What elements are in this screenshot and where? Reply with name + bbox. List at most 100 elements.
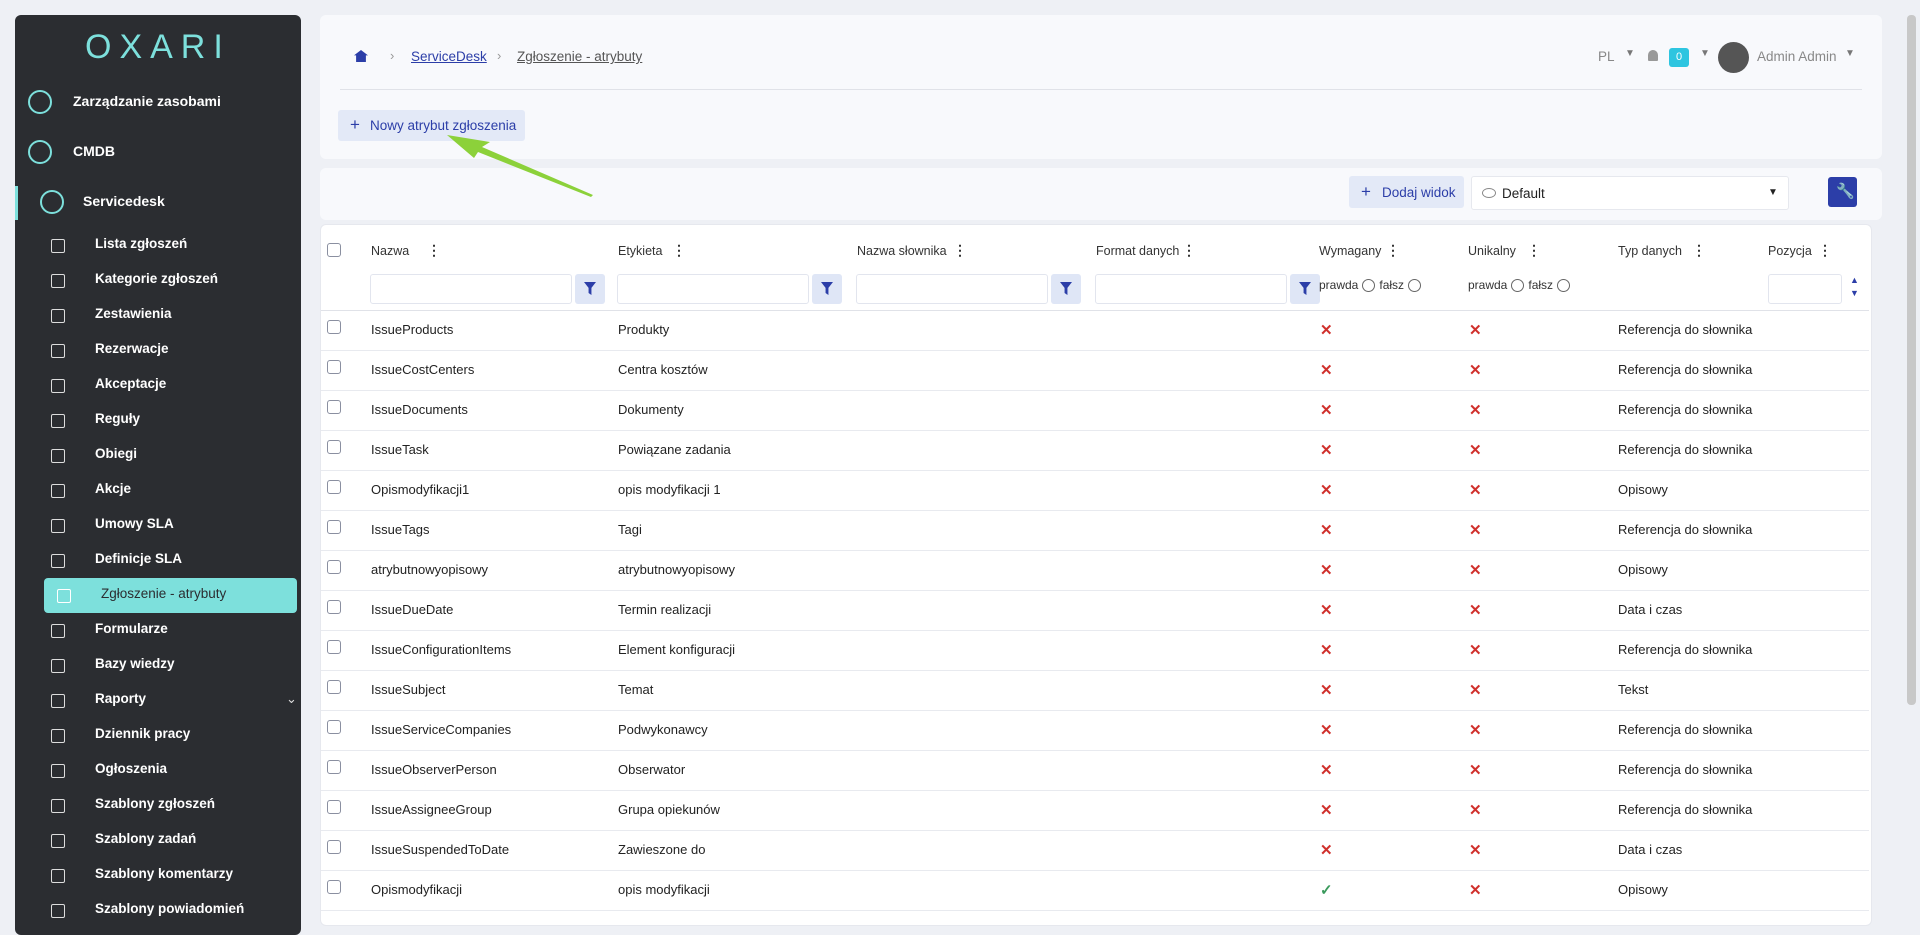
- menu-item[interactable]: Umowy SLA: [95, 516, 174, 531]
- menu-item[interactable]: Szablony zgłoszeń: [95, 796, 216, 811]
- bool-icon: ✕: [1320, 842, 1333, 859]
- menu-item[interactable]: Szablony komentarzy: [95, 866, 234, 881]
- row-checkbox[interactable]: [327, 360, 341, 374]
- menu-item[interactable]: Dziennik pracy: [95, 726, 191, 741]
- cell-type: Referencja do słownika: [1618, 402, 1753, 417]
- section-link[interactable]: Zarządzanie zasobami: [73, 93, 221, 109]
- column-menu[interactable]: ⋮: [427, 242, 441, 258]
- menu-item[interactable]: Obiegi: [95, 446, 138, 461]
- column-menu[interactable]: ⋮: [672, 242, 686, 258]
- menu-item[interactable]: Szablony zadań: [95, 831, 197, 846]
- add-view-button[interactable]: + Dodaj widok: [1349, 176, 1464, 208]
- bool-icon: ✕: [1320, 762, 1333, 779]
- column-menu[interactable]: ⋮: [1182, 242, 1196, 258]
- menu-item[interactable]: Raporty: [95, 691, 147, 706]
- radio[interactable]: [1511, 279, 1525, 293]
- cell-label: Obserwator: [618, 762, 686, 777]
- spinner[interactable]: ▲ ▼: [1850, 275, 1859, 298]
- menu-item[interactable]: Kategorie zgłoszeń: [95, 271, 219, 286]
- menu-item[interactable]: Akcje: [95, 481, 132, 496]
- menu-item[interactable]: Lista zgłoszeń: [95, 236, 188, 251]
- menu-item[interactable]: Rezerwacje: [95, 341, 169, 356]
- filter-button[interactable]: [1290, 274, 1320, 304]
- settings-button[interactable]: 🔧: [1828, 177, 1857, 207]
- item-icon: [51, 694, 65, 708]
- row-checkbox[interactable]: [327, 680, 341, 694]
- language[interactable]: PL: [1598, 49, 1615, 64]
- filter-input[interactable]: [856, 274, 1048, 304]
- bell[interactable]: [1648, 50, 1658, 61]
- select-all[interactable]: [327, 243, 341, 257]
- row-checkbox[interactable]: [327, 760, 341, 774]
- cell-type: Referencja do słownika: [1618, 802, 1753, 817]
- row-checkbox[interactable]: [327, 840, 341, 854]
- radio-label: fałsz: [1528, 278, 1554, 292]
- column-menu[interactable]: ⋮: [1386, 242, 1400, 258]
- section-link[interactable]: CMDB: [73, 143, 115, 159]
- filter-button[interactable]: [1051, 274, 1081, 304]
- menu-item[interactable]: Definicje SLA: [95, 551, 183, 566]
- column-menu[interactable]: ⋮: [1818, 242, 1832, 258]
- column-menu[interactable]: ⋮: [1692, 242, 1706, 258]
- filter-input[interactable]: [617, 274, 809, 304]
- menu-item[interactable]: Formularze: [95, 621, 168, 636]
- bool-icon: ✕: [1469, 802, 1482, 819]
- radio[interactable]: [1362, 279, 1376, 293]
- column-menu[interactable]: ⋮: [953, 242, 967, 258]
- row-checkbox[interactable]: [327, 800, 341, 814]
- radio-filter[interactable]: prawda fałsz: [1319, 278, 1425, 293]
- menu-item[interactable]: Akceptacje: [95, 376, 167, 391]
- radio[interactable]: [1557, 279, 1571, 293]
- dropdown-caret: ▼: [1845, 48, 1855, 59]
- notification-badge[interactable]: 0: [1669, 48, 1689, 67]
- menu-item[interactable]: Ogłoszenia: [95, 761, 168, 776]
- column-header: Nazwa: [371, 244, 410, 258]
- row-checkbox[interactable]: [327, 520, 341, 534]
- cell-type: Referencja do słownika: [1618, 642, 1753, 657]
- row-checkbox[interactable]: [327, 880, 341, 894]
- user-name[interactable]: Admin Admin: [1757, 49, 1837, 64]
- row-checkbox[interactable]: [327, 600, 341, 614]
- bool-icon: ✕: [1320, 802, 1333, 819]
- item-icon: [51, 799, 65, 813]
- row-checkbox[interactable]: [327, 440, 341, 454]
- avatar[interactable]: [1718, 42, 1749, 73]
- filter-input[interactable]: [1095, 274, 1287, 304]
- filter-input[interactable]: [1768, 274, 1842, 304]
- row-checkbox[interactable]: [327, 320, 341, 334]
- menu-item[interactable]: Zgłoszenie - atrybuty: [101, 586, 227, 601]
- view-select[interactable]: Default ▼: [1471, 176, 1789, 210]
- home-icon[interactable]: [354, 50, 368, 62]
- row-divider: [321, 590, 1869, 591]
- bool-icon: ✕: [1320, 482, 1333, 499]
- cell-label: opis modyfikacji: [618, 882, 710, 897]
- bool-icon: ✕: [1320, 642, 1333, 659]
- cell-label: Zawieszone do: [618, 842, 706, 857]
- menu-item[interactable]: Bazy wiedzy: [95, 656, 175, 671]
- bool-icon: ✓: [1320, 882, 1333, 899]
- filter-input[interactable]: [370, 274, 572, 304]
- row-checkbox[interactable]: [327, 720, 341, 734]
- cell-label: Termin realizacji: [618, 602, 712, 617]
- menu-item[interactable]: Zestawienia: [95, 306, 172, 321]
- row-checkbox[interactable]: [327, 560, 341, 574]
- radio-filter[interactable]: prawda fałsz: [1468, 278, 1574, 293]
- row-checkbox[interactable]: [327, 480, 341, 494]
- menu-item[interactable]: Reguły: [95, 411, 141, 426]
- section-link[interactable]: Servicedesk: [83, 193, 165, 209]
- item-icon: [51, 904, 65, 918]
- row-divider: [321, 710, 1869, 711]
- column-menu[interactable]: ⋮: [1527, 242, 1541, 258]
- new-attribute-button[interactable]: Nowy atrybut zgłoszenia +: [338, 110, 525, 141]
- section-icon: [28, 90, 52, 114]
- logo: OXARI: [85, 28, 231, 66]
- filter-button[interactable]: [812, 274, 842, 304]
- radio[interactable]: [1408, 279, 1422, 293]
- bool-icon: ✕: [1469, 562, 1482, 579]
- menu-item[interactable]: Szablony powiadomień: [95, 901, 245, 916]
- breadcrumb-link[interactable]: ServiceDesk: [411, 49, 487, 64]
- row-checkbox[interactable]: [327, 400, 341, 414]
- filter-button[interactable]: [575, 274, 605, 304]
- button-label: Dodaj widok: [1382, 185, 1456, 200]
- row-checkbox[interactable]: [327, 640, 341, 654]
